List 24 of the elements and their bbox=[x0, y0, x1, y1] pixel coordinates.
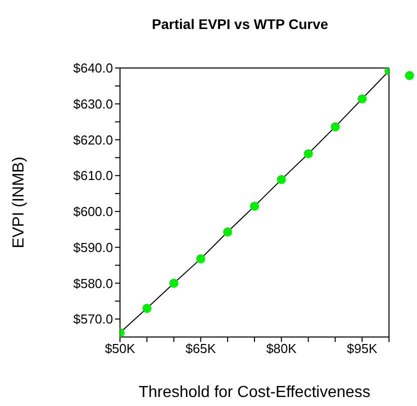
y-tick-label: $640.0 bbox=[73, 60, 113, 76]
point bbox=[304, 149, 313, 158]
chart-title: Partial EVPI vs WTP Curve bbox=[150, 16, 330, 32]
y-tick-label: $580.0 bbox=[73, 276, 113, 291]
point bbox=[223, 227, 232, 236]
point bbox=[330, 122, 340, 132]
x-tick-label: $50K bbox=[104, 341, 136, 356]
x-tick-label: $65K bbox=[186, 341, 216, 356]
point bbox=[250, 202, 260, 211]
y-tick-label: $630.0 bbox=[73, 96, 113, 112]
x-tick-label: $95K bbox=[346, 341, 378, 356]
point bbox=[358, 94, 367, 104]
y-tick-label: $590.0 bbox=[73, 240, 113, 255]
y-tick-label: $570.0 bbox=[73, 312, 113, 327]
point bbox=[276, 175, 286, 184]
point bbox=[169, 278, 178, 288]
y-tick-label: $600.0 bbox=[73, 204, 113, 220]
y-tick-label: $610.0 bbox=[73, 168, 113, 184]
x-axis-title: Threshold for Cost-Effectiveness bbox=[138, 384, 370, 401]
y-tick-label: $620.0 bbox=[73, 132, 113, 148]
point bbox=[142, 304, 152, 313]
x-tick-label: $80K bbox=[266, 341, 297, 356]
y-axis-title: EVPI (INMB) bbox=[10, 156, 28, 248]
point bbox=[196, 254, 206, 264]
